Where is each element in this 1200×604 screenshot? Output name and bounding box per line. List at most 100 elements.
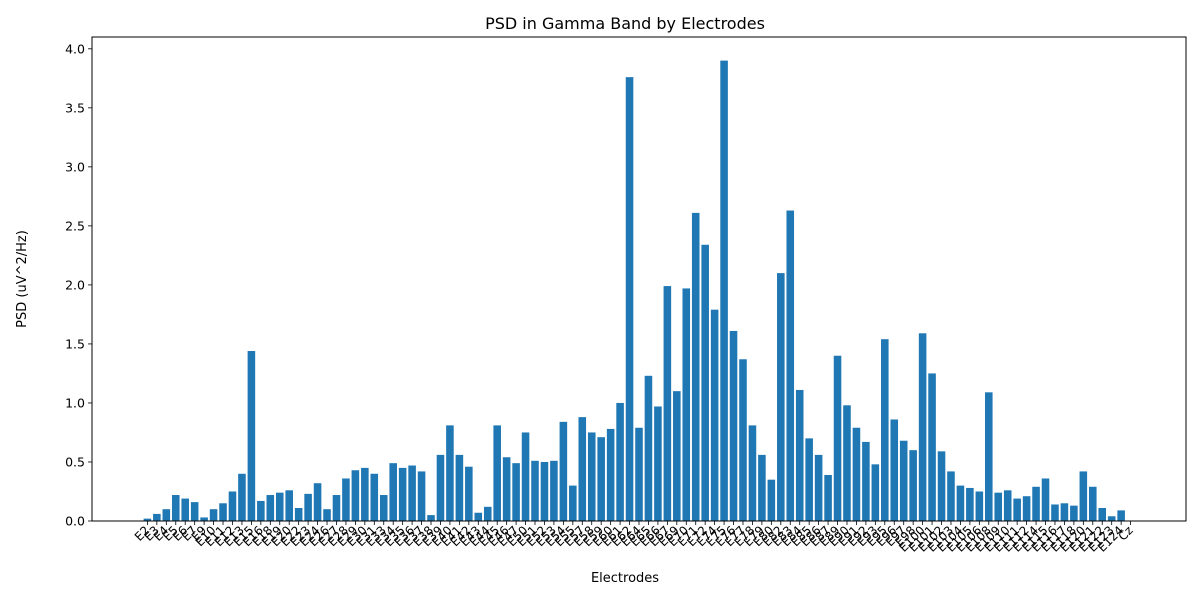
bar-E9 [200, 517, 208, 521]
bar-E50 [521, 432, 530, 521]
bar-E122 [1098, 508, 1107, 521]
bar-E35 [398, 467, 407, 521]
y-tick-label: 0.0 [65, 514, 85, 529]
bar-E66 [654, 406, 662, 521]
bar-E75 [720, 60, 728, 522]
bar-E104 [956, 485, 965, 521]
bar-E45 [493, 425, 501, 521]
bar-E7 [190, 502, 199, 521]
bar-E76 [729, 330, 738, 521]
bars-group [143, 60, 1125, 522]
y-tick-label: 3.5 [65, 100, 85, 115]
bar-E74 [710, 309, 719, 521]
bar-E54 [559, 421, 568, 521]
bar-E70 [682, 288, 691, 521]
bar-E58 [587, 432, 596, 521]
bar-E109 [994, 492, 1003, 521]
bar-E13 [238, 473, 246, 521]
y-tick-label: 1.5 [65, 336, 85, 351]
bar-E69 [673, 391, 681, 521]
y-tick-label: 0.5 [65, 454, 85, 469]
bar-E102 [937, 451, 946, 521]
bar-E4 [162, 509, 171, 521]
bar-E47 [512, 463, 520, 521]
y-tick-label: 4.0 [65, 41, 85, 56]
bar-E97 [899, 440, 908, 521]
bar-E52 [540, 461, 549, 521]
bar-E95 [881, 339, 889, 521]
bar-E87 [824, 474, 832, 521]
bar-E12 [228, 491, 237, 521]
bar-E40 [446, 425, 454, 521]
bar-E43 [474, 512, 483, 521]
bar-E19 [275, 492, 284, 521]
y-axis-label: PSD (uV^2/Hz) [15, 230, 30, 328]
y-tick-label: 3.0 [65, 159, 85, 174]
bar-E10 [209, 509, 218, 521]
bar-E31 [370, 473, 379, 521]
bar-E60 [606, 428, 615, 521]
bar-E93 [871, 464, 880, 521]
bar-E2 [143, 518, 152, 521]
bar-E23 [304, 493, 312, 521]
bar-E5 [171, 495, 180, 521]
bar-E22 [294, 508, 303, 521]
bar-E41 [455, 454, 464, 521]
bar-E64 [635, 427, 643, 521]
bar-E61 [616, 402, 624, 521]
bar-E38 [427, 515, 435, 521]
bar-E44 [483, 506, 492, 521]
plot-frame [91, 36, 1187, 522]
bar-E116 [1051, 504, 1059, 521]
bar-E71 [691, 212, 700, 521]
bar-E39 [436, 454, 445, 521]
bar-E67 [663, 286, 672, 521]
bar-E105 [966, 487, 974, 521]
bar-E86 [814, 454, 823, 521]
bar-E110 [1003, 490, 1012, 521]
bar-E91 [852, 427, 861, 521]
bar-E46 [502, 457, 511, 521]
bar-E80 [767, 479, 776, 521]
bar-E37 [417, 471, 426, 521]
bar-E18 [266, 495, 275, 521]
bar-E33 [379, 495, 388, 521]
bar-E83 [786, 210, 795, 521]
x-axis: E2E3E4E5E6E7E9E10E11E12E13E15E16E18E19E2… [132, 521, 1136, 555]
y-axis: 0.0 0.5 1.0 1.5 2.0 2.5 3.0 3.5 4.0 [65, 41, 92, 529]
bar-E89 [833, 355, 842, 521]
bar-E112 [1022, 496, 1031, 521]
bar-E62 [625, 77, 634, 521]
bar-E11 [219, 503, 227, 521]
bar-E77 [739, 359, 747, 521]
bar-E15 [247, 351, 256, 521]
bar-E24 [313, 483, 322, 521]
bar-E120 [1079, 471, 1088, 521]
y-tick-label: 2.0 [65, 277, 85, 292]
bar-E27 [332, 495, 341, 521]
bar-E114 [1032, 486, 1040, 521]
bar-E59 [597, 437, 605, 521]
bar-E34 [389, 463, 397, 521]
bar-E42 [465, 466, 473, 521]
y-tick-label: 1.0 [65, 395, 85, 410]
bar-E3 [153, 513, 161, 521]
bar-E115 [1041, 478, 1050, 521]
bar-E100 [918, 333, 927, 521]
bar-E6 [181, 498, 189, 521]
bar-E92 [862, 441, 870, 521]
bar-E16 [257, 500, 265, 521]
bar-E108 [985, 392, 993, 521]
bar-E103 [947, 471, 955, 521]
bar-E118 [1070, 505, 1078, 521]
bar-E90 [843, 405, 851, 521]
bar-E78 [748, 425, 757, 521]
x-axis-label: Electrodes [591, 571, 659, 586]
bar-E84 [795, 389, 804, 521]
y-tick-label: 2.5 [65, 218, 85, 233]
bar-E79 [758, 454, 766, 521]
bar-E117 [1060, 503, 1069, 521]
bar-E57 [578, 417, 587, 521]
bar-E72 [701, 244, 709, 521]
